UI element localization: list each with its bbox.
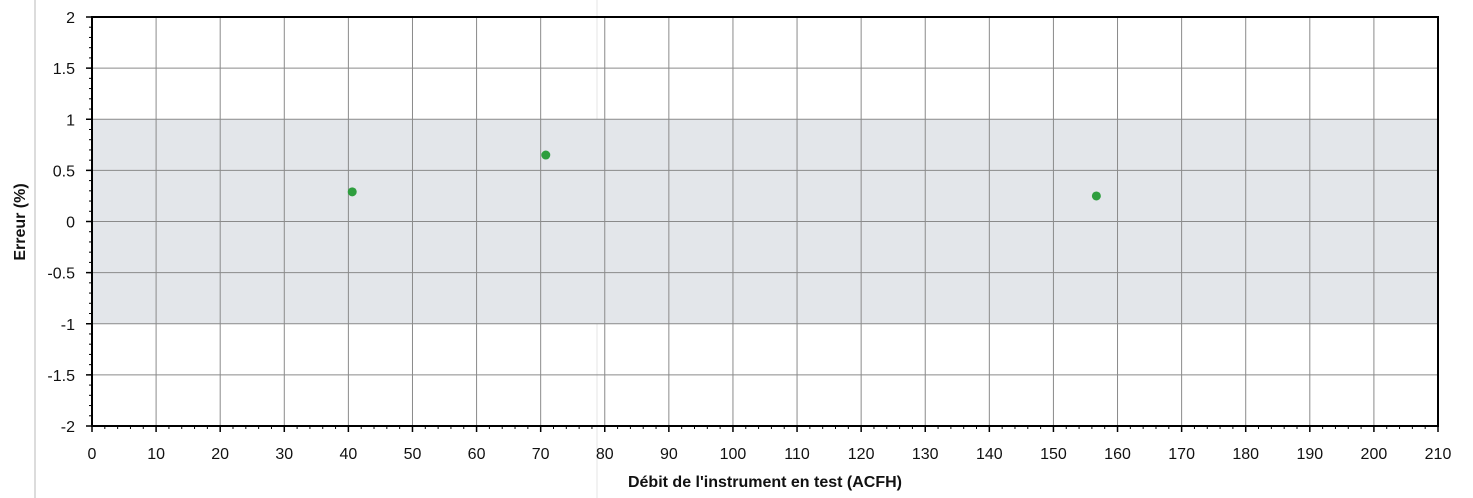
x-tick-label: 0: [88, 446, 97, 463]
x-tick-label: 90: [660, 446, 678, 463]
x-tick-label: 30: [275, 446, 293, 463]
x-tick-label: 200: [1361, 446, 1388, 463]
y-tick-label: 2: [66, 10, 75, 27]
x-axis-title: Débit de l'instrument en test (ACFH): [628, 474, 902, 491]
x-tick-label: 210: [1425, 446, 1452, 463]
x-tick-label: 160: [1104, 446, 1131, 463]
data-point: [541, 150, 551, 160]
x-tick-label: 60: [468, 446, 486, 463]
x-tick-label: 190: [1296, 446, 1323, 463]
y-tick-label: 1.5: [53, 61, 75, 78]
x-tick-label: 150: [1040, 446, 1067, 463]
x-tick-label: 20: [211, 446, 229, 463]
y-tick-label: 1: [66, 112, 75, 129]
x-tick-label: 120: [848, 446, 875, 463]
y-tick-label: 0: [66, 215, 75, 232]
y-tick-label: -1.5: [47, 368, 75, 385]
y-axis-title: Erreur (%): [12, 183, 29, 260]
x-tick-label: 140: [976, 446, 1003, 463]
x-tick-label: 100: [720, 446, 747, 463]
x-tick-label: 110: [784, 446, 810, 463]
x-tick-label: 50: [404, 446, 422, 463]
x-tick-label: 180: [1232, 446, 1259, 463]
y-tick-label: -1: [61, 317, 75, 334]
x-tick-label: 70: [532, 446, 550, 463]
y-tick-label: 0.5: [53, 163, 75, 180]
x-tick-label: 130: [912, 446, 939, 463]
x-tick-label: 80: [596, 446, 614, 463]
x-tick-label: 10: [147, 446, 165, 463]
x-tick-label: 170: [1168, 446, 1195, 463]
data-point: [1091, 191, 1101, 201]
y-tick-label: -0.5: [47, 266, 75, 283]
data-point: [347, 187, 357, 197]
x-tick-label: 40: [339, 446, 357, 463]
y-tick-label: -2: [61, 419, 75, 436]
